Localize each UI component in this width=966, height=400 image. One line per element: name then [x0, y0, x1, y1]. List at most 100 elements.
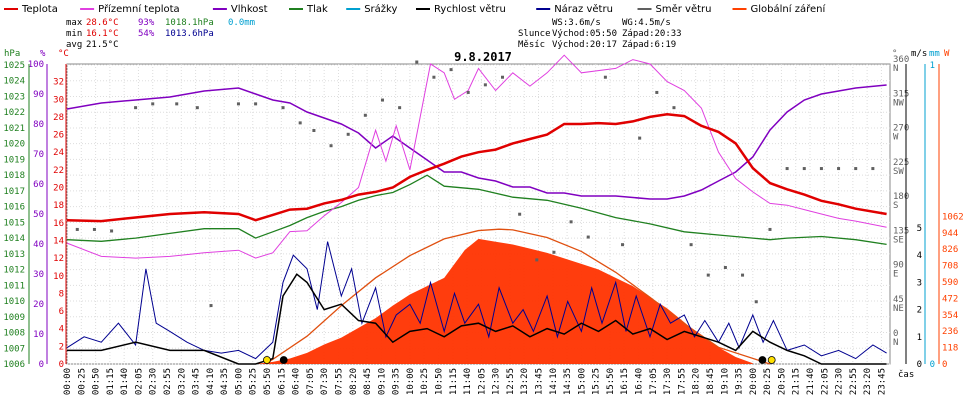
- stat-avg-label: avg: [66, 40, 82, 50]
- hpa-tick-label: 1022: [3, 108, 25, 118]
- pct-tick-label: 100: [28, 60, 44, 70]
- axis-label-pct: %: [40, 49, 46, 59]
- time-tick-label: 11:15: [449, 368, 459, 395]
- astro-moonset: Západ:6:19: [622, 40, 676, 50]
- hpa-tick-label: 1012: [3, 266, 25, 276]
- hpa-tick-label: 1007: [3, 344, 25, 354]
- astro-sunrise: Východ:05:50: [552, 29, 617, 39]
- wind-direction-point: [672, 106, 676, 110]
- axis-label-c: °C: [58, 49, 69, 59]
- astro-marker: [279, 356, 288, 364]
- plot-area: 00:00 00:25 00:50 01:15 01:40 02:05 02:30 02:55…: [3, 54, 964, 395]
- wind-direction-point: [621, 243, 625, 247]
- pct-tick-label: 0: [39, 360, 44, 370]
- w-tick-label: 944: [942, 229, 958, 239]
- time-tick-label: 14:10: [549, 368, 559, 395]
- time-tick-label: 20:25: [763, 368, 773, 395]
- dir-tick-name: N: [893, 338, 898, 348]
- time-tick-label: 00:50: [92, 368, 102, 395]
- w-tick-label: 472: [942, 294, 958, 304]
- legend-label-7: Směr větru: [656, 3, 712, 15]
- stat-min-temp: 16.1°C: [86, 29, 119, 39]
- legend-label-6: Náraz větru: [554, 3, 613, 15]
- hpa-tick-label: 1009: [3, 313, 25, 323]
- stat-max-hum: 93%: [138, 18, 155, 28]
- wind-direction-point: [151, 102, 155, 106]
- stat-avg-temp: 21.5°C: [86, 40, 119, 50]
- legend-label-4: Srážky: [364, 3, 397, 15]
- time-tick-label: 14:35: [563, 368, 573, 395]
- axis-label-mm: mm: [929, 49, 940, 59]
- time-tick-label: 18:20: [692, 368, 702, 395]
- c-tick-label: 8: [59, 289, 64, 299]
- w-tick-label: 354: [942, 311, 958, 321]
- hpa-tick-label: 1021: [3, 124, 25, 134]
- ms-tick-label: 2: [917, 306, 922, 316]
- time-tick-label: 22:05: [820, 368, 830, 395]
- dir-tick-value: 135: [893, 226, 909, 236]
- time-tick-label: 21:40: [806, 368, 816, 395]
- pct-tick-label: 50: [33, 210, 44, 220]
- pct-tick-label: 80: [33, 120, 44, 130]
- wind-direction-point: [134, 106, 138, 110]
- time-tick-label: 00:00: [63, 368, 73, 395]
- astro-marker: [263, 356, 271, 364]
- astro-marker: [758, 356, 767, 364]
- w-tick-label: 708: [942, 262, 958, 272]
- wind-direction-point: [236, 102, 240, 106]
- wind-direction-point: [415, 60, 419, 64]
- hpa-tick-label: 1014: [3, 234, 25, 244]
- wind-direction-point: [110, 229, 114, 233]
- hpa-tick-label: 1025: [3, 61, 25, 71]
- dir-tick-value: 90: [893, 261, 904, 271]
- time-tick-label: 17:30: [663, 368, 673, 395]
- series-temperature: [66, 113, 887, 223]
- ms-tick-label: 1: [917, 333, 922, 343]
- legend: Teplota Přízemní teplota Vlhkost Tlak Srážky…: [4, 3, 826, 15]
- wind-direction-point: [768, 227, 772, 231]
- stat-max-rain: 0.0mm: [228, 18, 255, 28]
- pct-tick-label: 60: [33, 180, 44, 190]
- wind-direction-point: [312, 129, 316, 132]
- dir-tick-value: 0: [893, 329, 898, 339]
- time-tick-label: 11:40: [463, 368, 473, 395]
- c-tick-label: 6: [59, 307, 64, 317]
- hpa-tick-label: 1011: [3, 281, 25, 291]
- hpa-tick-label: 1016: [3, 203, 25, 213]
- astro-ws: WS:3.6m/s: [552, 18, 601, 28]
- time-tick-label: 15:50: [606, 368, 616, 395]
- legend-label-8: Globální záření: [751, 3, 827, 15]
- wind-direction-point: [346, 132, 350, 136]
- c-tick-label: 14: [53, 236, 64, 246]
- w-tick-label: 1062: [942, 212, 964, 222]
- time-tick-label: 00:25: [77, 368, 87, 395]
- dir-tick-value: 45: [893, 295, 904, 305]
- time-tick-label: 05:00: [234, 368, 244, 395]
- time-tick-label: 01:15: [106, 368, 116, 395]
- mm-tick-label: 0: [930, 360, 935, 370]
- series-wind-speed: [67, 273, 887, 365]
- legend-label-0: Teplota: [21, 4, 58, 15]
- wind-direction-point: [209, 304, 213, 308]
- dir-tick-value: 315: [893, 89, 909, 99]
- wind-direction-point: [329, 144, 333, 148]
- wind-direction-point: [380, 98, 384, 102]
- dir-tick-name: E: [893, 270, 898, 280]
- dir-tick-name: N: [893, 64, 898, 74]
- ms-tick-label: 5: [917, 224, 922, 234]
- time-tick-label: 19:10: [720, 368, 730, 395]
- dir-tick-value: 225: [893, 158, 909, 168]
- c-tick-label: 24: [53, 148, 64, 158]
- hpa-tick-label: 1010: [3, 297, 25, 307]
- ms-tick-label: 4: [917, 251, 922, 261]
- wind-direction-point: [802, 167, 806, 171]
- stat-max-temp: 28.6°C: [86, 18, 119, 28]
- hpa-tick-label: 1008: [3, 329, 25, 339]
- w-tick-label: 118: [942, 344, 958, 354]
- series-global-radiation-theoretical: [265, 228, 771, 365]
- wind-direction-point: [175, 102, 179, 106]
- astro-sun-label: Slunce: [518, 29, 551, 39]
- astro-moon-label: Měsíc: [518, 40, 545, 50]
- c-tick-label: 18: [53, 201, 64, 211]
